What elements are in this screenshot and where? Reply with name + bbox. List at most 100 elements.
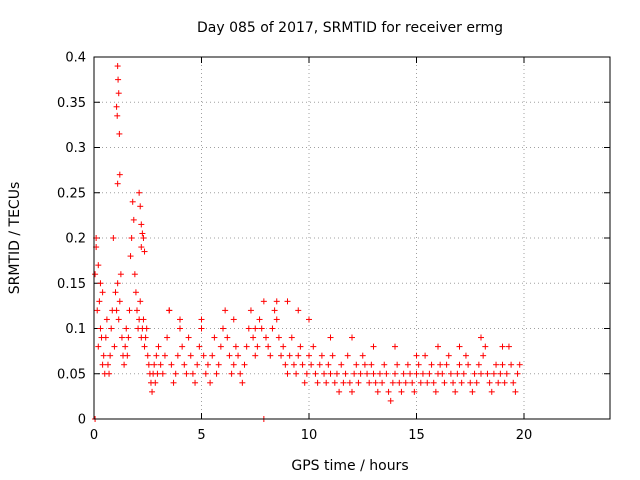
data-point	[273, 298, 280, 305]
data-point	[404, 361, 411, 368]
data-point	[116, 298, 123, 305]
data-point	[237, 370, 244, 377]
data-point	[366, 379, 373, 386]
data-point	[346, 379, 353, 386]
data-point	[104, 361, 111, 368]
data-point	[185, 334, 192, 341]
data-point	[370, 343, 377, 350]
data-point	[127, 253, 134, 260]
chart-title: Day 085 of 2017, SRMTID for receiver erm…	[197, 20, 503, 36]
data-point	[383, 370, 390, 377]
data-point	[121, 361, 128, 368]
data-point	[113, 103, 120, 110]
data-point	[129, 198, 136, 205]
data-point	[126, 307, 133, 314]
data-point	[115, 90, 122, 97]
data-point	[155, 343, 162, 350]
data-point	[143, 325, 150, 332]
data-point	[164, 334, 171, 341]
data-point	[469, 388, 476, 395]
data-point	[118, 334, 125, 341]
y-tick-label: 0.15	[57, 277, 86, 292]
data-point	[452, 388, 459, 395]
data-point	[437, 361, 444, 368]
data-point	[473, 379, 480, 386]
data-point	[254, 343, 261, 350]
data-point	[226, 352, 233, 359]
data-point	[344, 352, 351, 359]
data-point	[503, 370, 510, 377]
data-point	[97, 280, 104, 287]
data-point	[183, 370, 190, 377]
data-point	[99, 289, 106, 296]
data-point	[217, 343, 224, 350]
data-point	[284, 298, 291, 305]
data-point	[100, 352, 107, 359]
y-tick-labels: 0 0.05 0.1 0.15 0.2 0.25 0.3 0.35 0.4	[57, 51, 86, 428]
data-point	[137, 203, 144, 210]
data-point	[478, 370, 484, 377]
data-point	[396, 379, 403, 386]
data-point	[235, 352, 242, 359]
data-point	[269, 325, 276, 332]
data-point	[364, 370, 371, 377]
data-point	[310, 343, 317, 350]
data-point	[172, 370, 179, 377]
data-point	[112, 289, 119, 296]
data-point	[179, 343, 186, 350]
data-point	[132, 289, 139, 296]
data-point	[99, 361, 106, 368]
data-point	[454, 370, 461, 377]
data-point	[243, 343, 250, 350]
data-point	[230, 361, 237, 368]
data-point	[456, 343, 463, 350]
data-point	[381, 361, 388, 368]
data-point	[140, 316, 147, 323]
x-tick-label: 5	[197, 428, 205, 443]
data-point	[426, 370, 433, 377]
data-point	[181, 361, 188, 368]
y-tick-label: 0.1	[65, 322, 86, 337]
data-point	[198, 316, 205, 323]
data-point	[174, 352, 181, 359]
data-point	[295, 307, 302, 314]
data-point	[419, 370, 426, 377]
y-tick-label: 0.2	[65, 232, 86, 247]
data-point	[282, 361, 289, 368]
data-point	[111, 343, 118, 350]
data-point	[265, 343, 272, 350]
data-point	[493, 361, 500, 368]
data-point	[439, 370, 446, 377]
data-point	[267, 352, 274, 359]
data-point	[435, 343, 441, 350]
data-point	[430, 379, 437, 386]
data-point	[499, 361, 506, 368]
data-point	[213, 370, 220, 377]
data-point	[284, 370, 291, 377]
data-point	[370, 370, 377, 377]
data-point	[505, 343, 512, 350]
data-point	[96, 298, 103, 305]
data-point	[273, 316, 280, 323]
data-point	[209, 352, 216, 359]
data-point	[153, 352, 160, 359]
data-point	[106, 370, 113, 377]
data-point	[301, 379, 308, 386]
data-point	[323, 379, 330, 386]
data-point	[484, 370, 491, 377]
data-point	[136, 189, 143, 196]
data-point	[303, 370, 310, 377]
data-point	[222, 307, 229, 314]
y-tick-label: 0.25	[57, 186, 86, 201]
data-point	[318, 352, 325, 359]
data-point	[422, 352, 429, 359]
data-point	[312, 370, 319, 377]
data-point	[349, 334, 355, 341]
data-point	[220, 325, 226, 332]
y-tick-label: 0.3	[65, 141, 86, 156]
data-point	[456, 361, 463, 368]
data-point	[327, 370, 334, 377]
data-point	[145, 361, 152, 368]
data-point	[389, 379, 396, 386]
data-point	[394, 361, 401, 368]
